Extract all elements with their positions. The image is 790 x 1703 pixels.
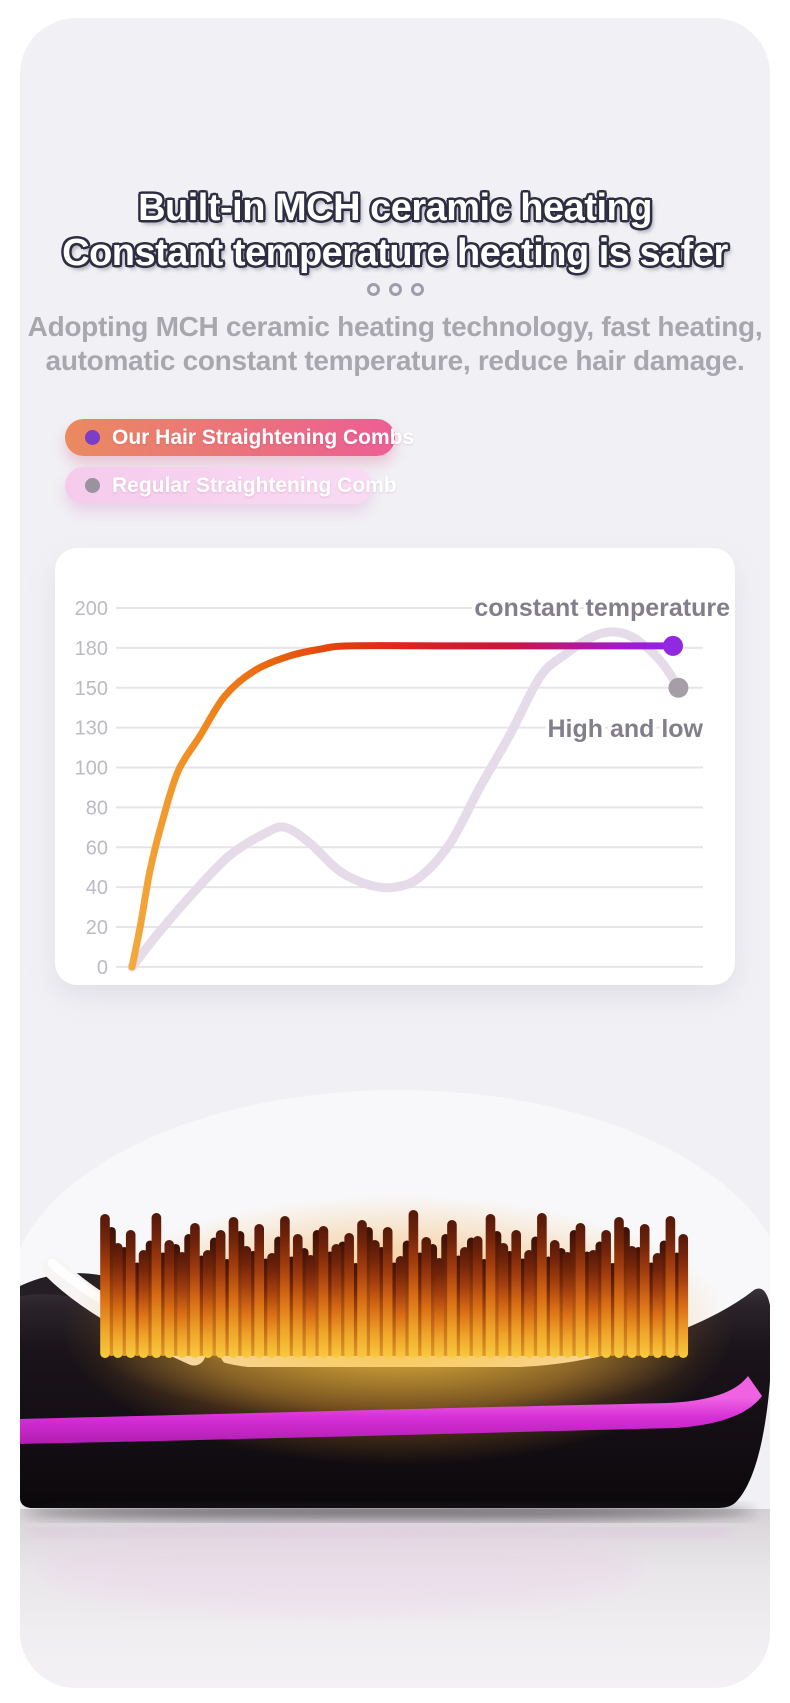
- subtitle-line-2: automatic constant temperature, reduce h…: [45, 345, 745, 376]
- series-constant-temperature: [128, 642, 677, 971]
- bristle: [562, 1252, 573, 1358]
- bristle: [498, 1243, 509, 1358]
- bristle: [549, 1240, 560, 1358]
- bristle: [421, 1237, 432, 1358]
- legend-item-our-combs: Our Hair Straightening Combs: [65, 419, 414, 456]
- decorative-rings: [20, 283, 770, 296]
- pink-reflection-tint: [40, 1523, 640, 1613]
- chart-legend: Our Hair Straightening Combs Regular Str…: [65, 419, 414, 515]
- page-title: Built-in MCH ceramic heating Constant te…: [20, 186, 770, 276]
- bristle-row-front: [100, 1210, 689, 1358]
- y-tick-label: 80: [86, 797, 108, 819]
- high-and-low-end-dot: [668, 677, 689, 698]
- bristle: [164, 1240, 175, 1358]
- legend-dot-icon: [85, 430, 100, 445]
- bristle: [614, 1217, 624, 1358]
- contact-shadow: [25, 1503, 755, 1521]
- y-tick-label: 40: [86, 877, 108, 899]
- bristle: [639, 1224, 650, 1358]
- bristle: [370, 1240, 380, 1358]
- bristle: [537, 1213, 547, 1358]
- y-tick-label: 20: [86, 917, 108, 939]
- title-line-2: Constant temperature heating is safer: [62, 232, 728, 274]
- bristle: [575, 1223, 586, 1358]
- temperature-chart: 200 180 150 130 100 80 60 40 20 0 constant tempera…: [55, 548, 735, 985]
- bristle: [331, 1244, 342, 1358]
- title-line-1: Built-in MCH ceramic heating: [138, 187, 652, 229]
- bristle: [601, 1230, 611, 1358]
- bristle: [280, 1216, 290, 1358]
- legend-item-regular-comb: Regular Straightening Comb: [65, 467, 397, 504]
- bristle: [254, 1224, 264, 1358]
- bristle: [382, 1227, 393, 1358]
- annotation-constant-temperature: constant temperature: [474, 594, 730, 622]
- bristle: [318, 1226, 329, 1358]
- ring-icon: [366, 283, 380, 296]
- legend-dot-icon: [85, 478, 100, 493]
- y-tick-label: 150: [75, 678, 108, 700]
- constant-temperature-end-dot: [663, 635, 683, 656]
- bristle: [100, 1214, 110, 1358]
- bristle: [228, 1217, 239, 1358]
- y-tick-label: 100: [75, 758, 108, 780]
- bristle: [652, 1253, 663, 1358]
- y-tick-label: 130: [75, 718, 108, 740]
- bristle: [524, 1250, 534, 1358]
- legend-label: Our Hair Straightening Combs: [112, 425, 415, 449]
- bristle: [395, 1256, 406, 1358]
- y-tick-label: 180: [75, 638, 108, 660]
- bristle: [678, 1234, 689, 1358]
- bristle: [344, 1233, 354, 1358]
- subtitle-line-1: Adopting MCH ceramic heating technology,…: [27, 311, 763, 342]
- bristle: [460, 1247, 470, 1358]
- bristle: [665, 1216, 676, 1358]
- content-panel: Built-in MCH ceramic heating Constant te…: [20, 18, 770, 1688]
- bristle: [588, 1250, 599, 1358]
- bristle: [292, 1234, 303, 1358]
- bristle: [190, 1223, 200, 1358]
- bristle: [125, 1230, 136, 1358]
- bristle: [627, 1246, 637, 1358]
- product-image: [20, 1090, 770, 1688]
- bristle: [138, 1250, 149, 1358]
- y-tick-label: 200: [75, 598, 108, 620]
- ring-icon: [388, 283, 402, 296]
- bristle: [267, 1253, 277, 1358]
- bristle: [357, 1220, 367, 1358]
- bristle: [305, 1255, 316, 1358]
- ring-icon: [410, 283, 424, 296]
- y-tick-label: 0: [97, 957, 108, 979]
- bristle: [215, 1230, 226, 1358]
- series-high-and-low: [127, 627, 683, 972]
- bristle: [241, 1246, 252, 1358]
- bristle: [151, 1213, 162, 1358]
- bristle: [511, 1230, 521, 1358]
- bristle: [447, 1220, 457, 1358]
- bristle: [177, 1252, 187, 1358]
- bristle: [113, 1243, 123, 1358]
- y-tick-label: 60: [86, 837, 108, 859]
- bristle: [434, 1258, 444, 1358]
- bristle: [203, 1250, 213, 1358]
- legend-label: Regular Straightening Comb: [112, 473, 397, 497]
- bristle: [485, 1214, 496, 1358]
- annotation-high-and-low: High and low: [547, 715, 703, 743]
- bristle: [472, 1236, 483, 1358]
- magenta-stripe: [20, 1376, 762, 1444]
- subtitle: Adopting MCH ceramic heating technology,…: [20, 310, 770, 378]
- bristle: [408, 1210, 419, 1358]
